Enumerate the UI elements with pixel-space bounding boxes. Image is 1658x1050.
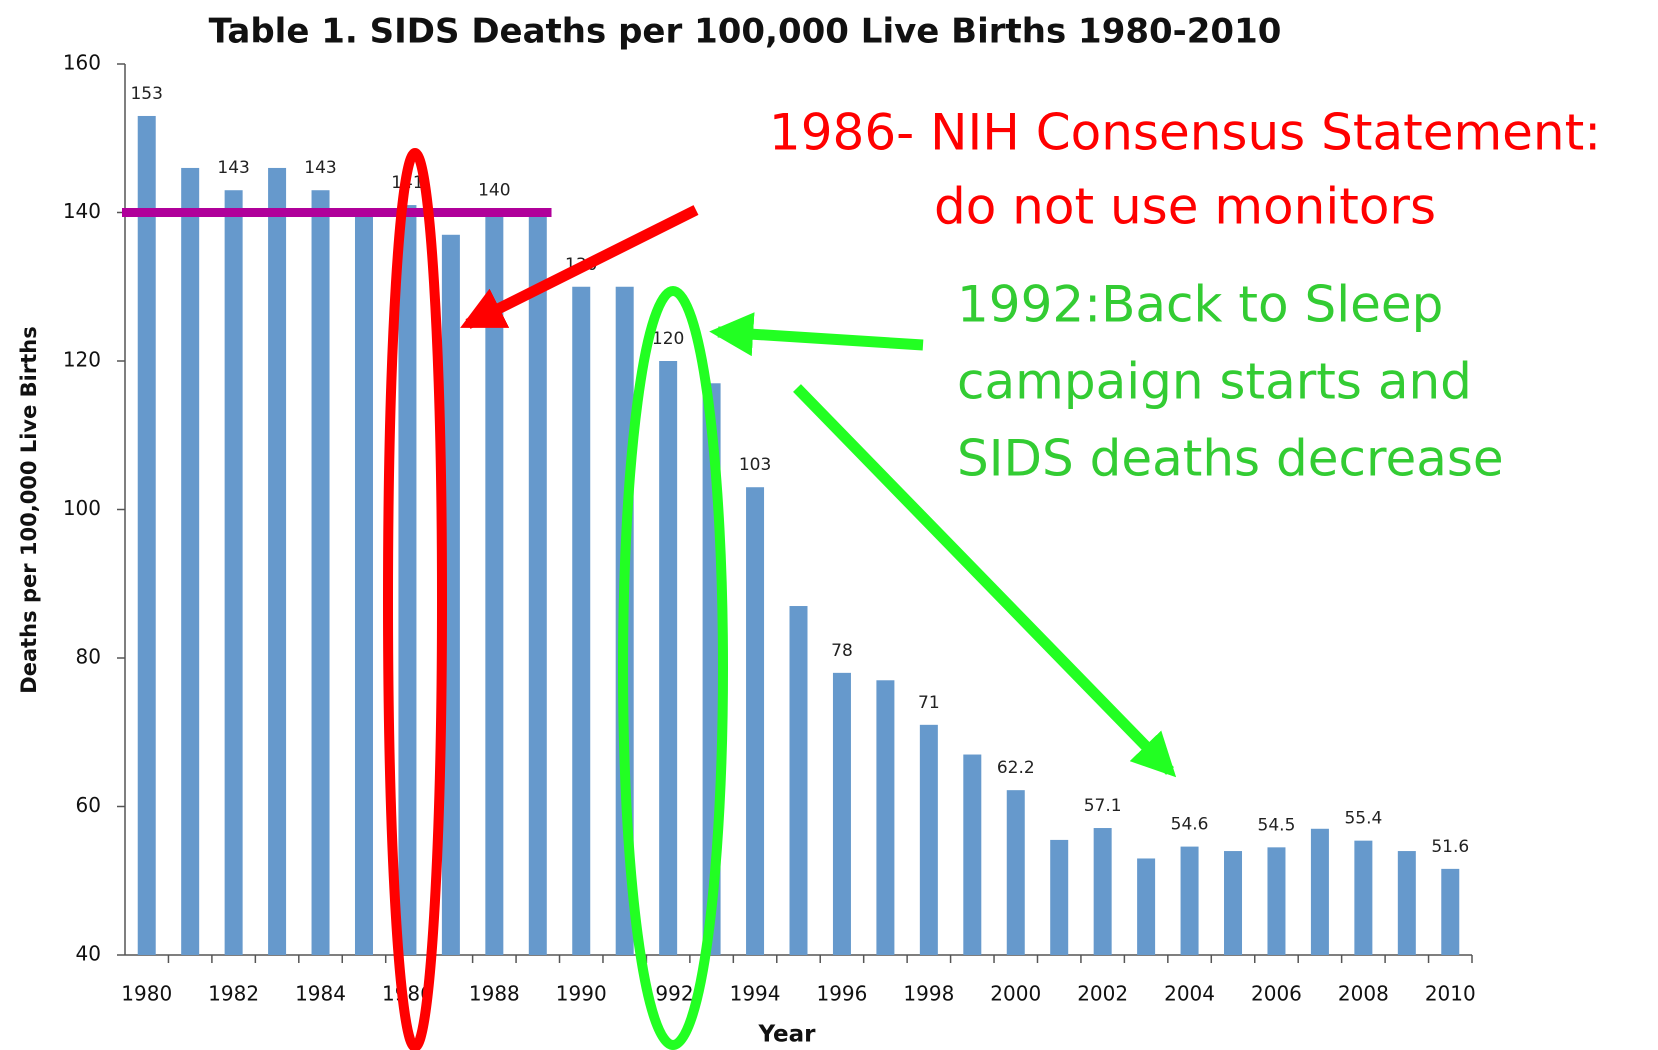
chart-title: Table 1. SIDS Deaths per 100,000 Live Bi… — [209, 12, 1282, 52]
data-label: 143 — [304, 158, 336, 178]
arrow — [709, 312, 924, 357]
bar — [659, 361, 678, 955]
data-label: 54.6 — [1171, 815, 1209, 835]
arrow — [460, 205, 699, 329]
bar — [224, 190, 243, 956]
y-tick-label: 160 — [63, 51, 101, 75]
x-tick-label: 1982 — [208, 982, 259, 1006]
annotation: 1986- NIH Consensus Statement: — [769, 104, 1601, 162]
bar — [832, 672, 851, 955]
data-label: 71 — [918, 693, 940, 713]
bar — [441, 234, 460, 955]
y-tick-label: 100 — [63, 496, 101, 520]
x-tick-label: 2004 — [1164, 982, 1215, 1006]
bar — [137, 115, 156, 956]
bar — [1093, 828, 1112, 955]
data-label: 140 — [478, 181, 510, 201]
plot-area: 40 60 80 100 120 140 160 1980 153 1982 143 1984 143 1… — [63, 51, 1476, 1006]
bar — [1310, 828, 1329, 955]
bar — [1006, 790, 1025, 955]
y-tick-label: 120 — [63, 348, 101, 372]
x-tick-label: 1996 — [816, 982, 867, 1006]
arrow — [793, 384, 1177, 778]
x-tick-label: 1994 — [730, 982, 781, 1006]
data-label: 120 — [652, 329, 684, 349]
x-tick-label: 2002 — [1077, 982, 1128, 1006]
data-label: 62.2 — [997, 758, 1035, 778]
data-label: 78 — [831, 641, 853, 661]
data-label: 51.6 — [1431, 837, 1469, 857]
x-tick-label: 1988 — [469, 982, 520, 1006]
bar — [1180, 846, 1199, 955]
bar — [1397, 851, 1416, 955]
annotation: do not use monitors — [934, 178, 1436, 236]
y-tick-label: 80 — [76, 645, 101, 669]
data-label: 57.1 — [1084, 796, 1122, 816]
x-axis-label: Year — [757, 1022, 816, 1048]
bar — [1354, 840, 1373, 955]
annotation: SIDS deaths decrease — [957, 430, 1504, 488]
data-label: 55.4 — [1344, 809, 1382, 829]
data-label: 54.5 — [1258, 815, 1296, 835]
bar — [398, 205, 417, 955]
x-tick-label: 1984 — [295, 982, 346, 1006]
annotation: campaign starts and — [957, 353, 1472, 411]
highlight-ellipse — [618, 286, 728, 1050]
x-tick-label: 2000 — [990, 982, 1041, 1006]
bar — [311, 190, 330, 956]
bar — [268, 167, 287, 955]
bar — [528, 212, 547, 955]
bar — [485, 212, 504, 955]
bar — [572, 286, 591, 955]
bar — [181, 167, 200, 955]
annotation: 1992:Back to Sleep — [957, 276, 1443, 334]
x-tick-label: 2006 — [1251, 982, 1302, 1006]
y-tick-label: 60 — [76, 793, 101, 817]
x-tick-label: 2010 — [1425, 982, 1476, 1006]
y-axis-label: Deaths per 100,000 Live Births — [17, 326, 41, 693]
bar — [1441, 868, 1460, 955]
bar — [1224, 851, 1243, 955]
x-tick-label: 1990 — [556, 982, 607, 1006]
bar — [354, 212, 373, 955]
bar — [746, 487, 765, 955]
bar — [1267, 847, 1286, 955]
y-tick-label: 140 — [63, 199, 101, 223]
bar — [963, 754, 982, 955]
x-tick-label: 2008 — [1338, 982, 1389, 1006]
bar — [789, 606, 808, 955]
data-label: 143 — [217, 158, 249, 178]
data-label: 153 — [130, 84, 162, 104]
bar — [1050, 839, 1069, 955]
bar — [919, 724, 938, 955]
x-tick-label: 1980 — [121, 982, 172, 1006]
y-tick-label: 40 — [76, 942, 101, 966]
data-label: 103 — [739, 455, 771, 475]
bar — [1137, 858, 1156, 955]
highlight-ellipse — [383, 148, 447, 1050]
overlay: 1986- NIH Consensus Statement: do not us… — [383, 104, 1601, 1050]
x-tick-label: 1998 — [903, 982, 954, 1006]
bar — [876, 680, 895, 955]
